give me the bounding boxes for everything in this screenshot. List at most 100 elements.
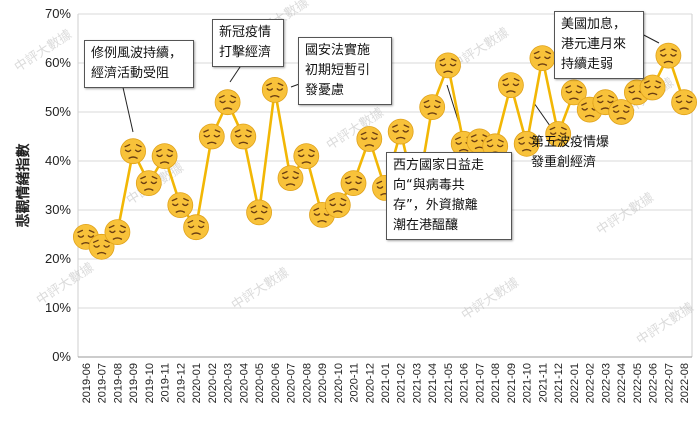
closed-eyes [140,181,158,185]
closed-eyes [613,110,630,113]
data-point [183,214,210,241]
pensive-face-emoji [135,170,162,197]
x-tick-label: 2020-08 [301,363,313,403]
eyebrows [675,95,693,99]
x-tick-label: 2020-06 [270,363,282,403]
frown-mouth [285,183,296,186]
eyebrows [533,50,552,55]
pensive-face-emoji [230,123,257,150]
closed-eyes [187,225,205,229]
closed-eyes [675,100,693,104]
eyebrows [140,175,158,180]
eyebrows [266,82,284,87]
pensive-face-emoji [419,94,446,120]
pensive-face-emoji [387,118,414,145]
eyebrows [124,144,142,148]
data-point [513,130,540,157]
watermark-text: 中評大數據 [229,265,292,313]
data-point [214,89,241,116]
data-point [497,72,524,98]
x-tick-label: 2022-03 [600,363,612,403]
eyebrows [203,129,221,133]
annotation-fifth-wave: 第五波疫情爆 發重創經濟 [531,135,610,170]
data-point [120,138,147,165]
eyebrows [392,124,410,128]
data-point [671,89,697,116]
x-tick-label: 2020-11 [349,363,361,403]
pensive-face-emoji [639,74,666,101]
pensive-face-emoji [151,143,178,170]
eyebrows [329,197,347,202]
pensive-face-emoji [120,138,147,165]
pensive-face-emoji [214,89,241,116]
pensive-face-emoji [261,77,288,103]
closed-eyes [439,63,457,67]
pensive-face-emoji [545,121,572,147]
annotation-protest: 修例風波持續， 經濟活動受阻 [84,40,194,88]
data-point [419,94,446,120]
closed-eyes [109,230,126,234]
x-tick-label: 2021-01 [380,363,392,403]
closed-eyes [298,154,315,158]
x-tick-label: 2021-02 [396,363,408,403]
closed-eyes [597,100,614,104]
frown-mouth [396,136,406,140]
y-tick-label: 10% [45,300,71,315]
eyebrows [643,80,662,84]
closed-eyes [361,137,378,140]
pensive-face-emoji [435,52,461,79]
frown-mouth [647,92,658,96]
x-tick-label: 2020-01 [191,363,203,403]
closed-eyes [172,203,189,207]
frown-mouth [301,161,311,164]
frown-mouth [553,139,563,142]
x-tick-label: 2019-06 [81,363,93,403]
data-point [529,45,556,71]
eyebrows [596,95,615,99]
frown-mouth [663,60,674,64]
closed-eyes [550,132,567,135]
eyebrows [486,139,504,143]
annotation-pointer [121,82,134,133]
x-tick-label: 2021-11 [537,363,549,403]
pensive-face-emoji [356,126,383,152]
annotation-covid: 新冠疫情 打擊經濟 [212,19,284,67]
data-point [324,192,351,219]
data-point [340,170,367,197]
x-tick-label: 2022-01 [569,363,581,403]
frown-mouth [616,117,626,120]
x-tick-label: 2021-03 [411,363,423,403]
x-tick-label: 2021-07 [474,363,486,403]
pensive-face-emoji [497,72,524,98]
x-tick-label: 2021-12 [553,363,565,403]
eyebrows [439,58,457,62]
frown-mouth [128,156,138,159]
data-point [261,77,288,103]
closed-eyes [93,245,110,248]
pensive-face-emoji [655,42,682,69]
eyebrows [502,77,520,82]
x-tick-label: 2021-08 [490,363,502,403]
pensive-face-emoji [561,79,587,106]
closed-eyes [518,142,535,145]
closed-eyes [219,100,236,104]
frown-mouth [112,237,123,240]
eyebrows [155,148,174,153]
data-point [167,192,194,219]
pensive-face-emoji [246,199,273,226]
frown-mouth [679,107,689,110]
data-point [639,74,666,101]
eyebrows [218,95,237,99]
pensive-face-emoji [198,123,225,150]
frown-mouth [333,210,343,213]
watermark-text: 中評大數據 [459,275,522,323]
x-tick-label: 2019-12 [175,363,187,403]
pensive-face-emoji [671,89,697,116]
y-tick-label: 0% [52,349,71,364]
frown-mouth [191,232,201,235]
pensive-face-emoji [293,143,320,170]
y-tick-label: 60% [45,55,71,70]
eyebrows [565,85,583,89]
frown-mouth [207,141,217,145]
frown-mouth [427,112,437,115]
